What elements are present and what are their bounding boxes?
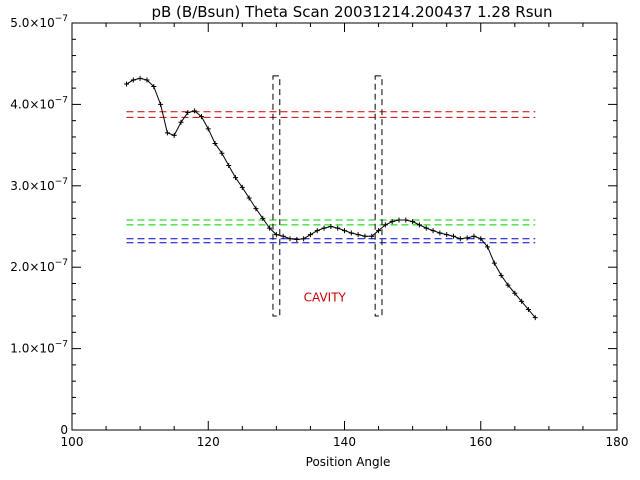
data-point <box>464 235 470 241</box>
x-tick-label: 160 <box>469 435 492 449</box>
x-axis-label: Position Angle <box>306 455 391 469</box>
y-axis-ticks: 0 1.0×10−7 2.0×10−7 3.0×10−7 4.0×10−7 5.0×10−… <box>10 14 617 437</box>
data-point <box>512 290 518 296</box>
data-point <box>376 228 382 234</box>
data-point <box>525 307 531 313</box>
data-point <box>335 225 341 231</box>
data-point <box>280 233 286 239</box>
y-tick-label: 1.0×10−7 <box>10 340 68 356</box>
data-point <box>437 230 443 236</box>
data-point <box>328 224 334 229</box>
data-point <box>423 225 429 231</box>
data-point <box>355 232 361 238</box>
data-point <box>144 77 150 83</box>
data-point <box>287 236 293 242</box>
x-axis-ticks: 100 120 140 160 180 <box>61 23 629 449</box>
chart-title: pB (B/Bsun) Theta Scan 20031214.200437 1… <box>151 3 552 21</box>
data-point <box>485 244 491 250</box>
data-point <box>192 108 198 114</box>
x-tick-label: 180 <box>606 435 629 449</box>
data-point <box>185 110 191 116</box>
data-point <box>233 175 238 181</box>
data-point <box>403 217 409 223</box>
data-point <box>532 315 538 321</box>
data-point <box>273 232 279 238</box>
y-tick-label: 3.0×10−7 <box>10 177 68 193</box>
data-point <box>294 237 300 243</box>
data-point <box>219 150 225 156</box>
y-tick-label: 4.0×10−7 <box>10 95 68 111</box>
data-point <box>382 222 388 228</box>
data-point <box>124 81 129 87</box>
data-point <box>226 162 232 168</box>
data-point <box>451 233 456 239</box>
cavity-annotation: CAVITY <box>304 290 347 304</box>
data-point <box>491 260 497 266</box>
data-point <box>471 233 477 239</box>
y-tick-label: 2.0×10−7 <box>10 258 68 274</box>
cavity-box <box>374 75 383 317</box>
data-point <box>478 236 484 242</box>
data-point <box>416 222 422 228</box>
data-point <box>498 272 504 278</box>
data-point <box>342 228 347 234</box>
data-point <box>396 217 402 223</box>
data-point <box>457 236 463 242</box>
data-point <box>260 215 266 221</box>
data-point <box>410 219 416 225</box>
data-point <box>253 206 259 212</box>
data-point <box>444 232 450 238</box>
data-point <box>362 233 368 239</box>
y-tick-label: 0 <box>60 423 68 437</box>
data-point <box>505 282 511 288</box>
data-point <box>348 230 354 236</box>
x-tick-label: 140 <box>333 435 356 449</box>
data-point <box>314 228 320 234</box>
y-tick-label: 5.0×10−7 <box>10 14 68 30</box>
data-point <box>151 83 157 89</box>
data-point <box>130 77 136 83</box>
data-point <box>205 126 211 132</box>
data-point <box>164 130 170 136</box>
data-point <box>307 232 313 238</box>
cavity-box <box>272 75 281 317</box>
data-point <box>198 114 204 120</box>
x-tick-label: 120 <box>197 435 220 449</box>
data-point <box>212 140 218 146</box>
x-tick-label: 100 <box>61 435 84 449</box>
data-points <box>124 75 538 321</box>
data-point <box>137 75 143 81</box>
annotations: CAVITY <box>304 290 347 304</box>
data-point <box>369 233 375 239</box>
data-point <box>430 228 436 234</box>
data-point <box>239 184 245 190</box>
data-point <box>158 101 164 107</box>
data-point <box>321 225 327 231</box>
data-point <box>301 236 307 242</box>
cavity-boxes <box>272 75 383 317</box>
data-point <box>389 219 395 225</box>
data-point <box>246 195 252 201</box>
data-point <box>171 132 177 138</box>
data-point <box>178 119 184 125</box>
data-point <box>519 298 525 304</box>
data-point <box>267 225 273 231</box>
